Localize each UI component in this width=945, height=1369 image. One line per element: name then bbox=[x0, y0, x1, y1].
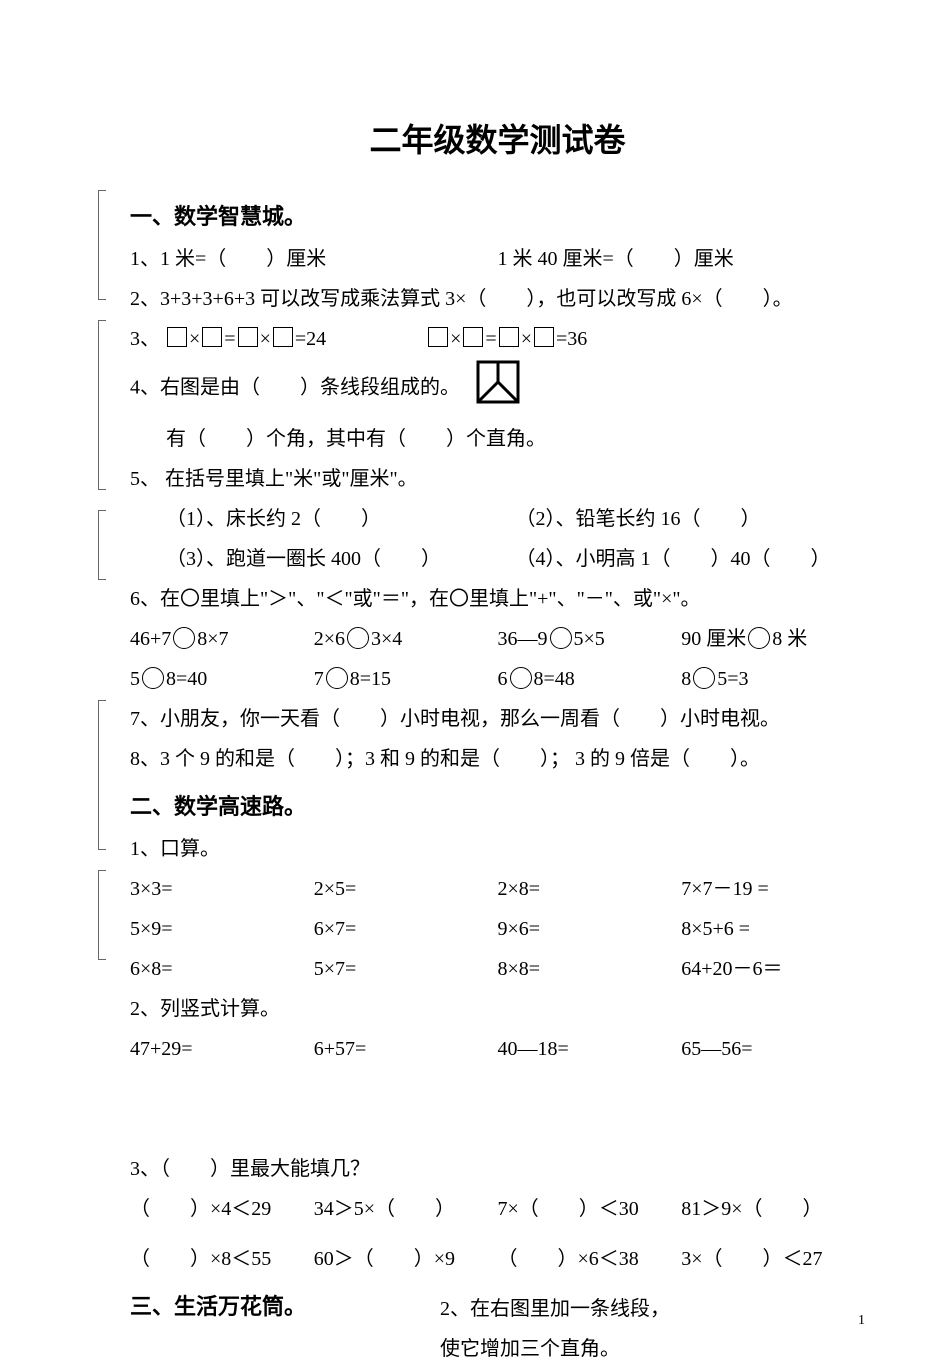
box-icon bbox=[238, 327, 258, 347]
q1-b: 1 米 40 厘米=（ ）厘米 bbox=[498, 239, 866, 279]
q3-prefix: 3、 bbox=[130, 328, 165, 350]
circle-icon bbox=[326, 667, 348, 689]
binding-bracket bbox=[98, 510, 106, 580]
mental-row3: 6×8= 5×7= 8×8= 64+20－6＝ bbox=[130, 949, 865, 989]
q7: 7、小朋友，你一天看（ ）小时电视，那么一周看（ ）小时电视。 bbox=[130, 699, 865, 739]
q3a-eq: =24 bbox=[295, 328, 326, 350]
q6-r1-4: 90 厘米8 米 bbox=[681, 619, 865, 659]
q3b-eq: =36 bbox=[556, 328, 587, 350]
mental-cell: 8×8= bbox=[498, 949, 682, 989]
q6-r2-4: 85=3 bbox=[681, 659, 865, 699]
s2-q2: 2、列竖式计算。 bbox=[130, 989, 865, 1029]
section-heading-2: 二、数学高速路。 bbox=[130, 789, 865, 821]
q6-row1: 46+78×7 2×63×4 36—95×5 90 厘米8 米 bbox=[130, 619, 865, 659]
q5-4: （4）、小明高 1（ ）40（ ） bbox=[516, 539, 866, 579]
s3-q2b: 使它增加三个直角。 bbox=[440, 1329, 670, 1369]
maxfill-cell: 7×（ ）＜30 bbox=[498, 1189, 682, 1229]
q5-row1: （1）、床长约 2（ ） （2）、铅笔长约 16（ ） bbox=[130, 499, 865, 539]
box-icon bbox=[499, 327, 519, 347]
q1-row: 1、1 米=（ ）厘米 1 米 40 厘米=（ ）厘米 bbox=[130, 239, 865, 279]
maxfill-cell: （ ）×8＜55 bbox=[130, 1239, 314, 1279]
q1-a: 1、1 米=（ ）厘米 bbox=[130, 239, 498, 279]
circle-icon bbox=[693, 667, 715, 689]
page-number: 1 bbox=[858, 1313, 865, 1329]
q5: 5、 在括号里填上"米"或"厘米"。 bbox=[130, 459, 865, 499]
q6-r1-2: 2×63×4 bbox=[314, 619, 498, 659]
mental-cell: 9×6= bbox=[498, 909, 682, 949]
cube-shape-icon bbox=[475, 359, 521, 419]
box-icon bbox=[428, 327, 448, 347]
q4a-line: 4、右图是由（ ）条线段组成的。 bbox=[130, 359, 865, 419]
mental-cell: 5×7= bbox=[314, 949, 498, 989]
q4a: 4、右图是由（ ）条线段组成的。 bbox=[130, 377, 460, 399]
circle-icon bbox=[550, 627, 572, 649]
box-icon bbox=[273, 327, 293, 347]
vertical-cell: 6+57= bbox=[314, 1029, 498, 1069]
q8: 8、3 个 9 的和是（ ）；3 和 9 的和是（ ）； 3 的 9 倍是（ ）… bbox=[130, 739, 865, 779]
box-icon bbox=[463, 327, 483, 347]
maxfill-cell: 81＞9×（ ） bbox=[681, 1189, 865, 1229]
binding-bracket bbox=[98, 700, 106, 850]
s2-q3: 3、（ ）里最大能填几？ bbox=[130, 1149, 865, 1189]
vertical-cell: 65—56= bbox=[681, 1029, 865, 1069]
binding-bracket bbox=[98, 190, 106, 300]
section-3-container: 三、生活万花筒。 2、在右图里加一条线段， 使它增加三个直角。 bbox=[130, 1289, 865, 1321]
q4b: 有（ ）个角，其中有（ ）个直角。 bbox=[130, 419, 865, 459]
circle-icon bbox=[173, 627, 195, 649]
maxfill-cell: （ ）×6＜38 bbox=[498, 1239, 682, 1279]
q6-r2-3: 68=48 bbox=[498, 659, 682, 699]
s3-q2a: 2、在右图里加一条线段， bbox=[440, 1289, 670, 1329]
q6-r1-3: 36—95×5 bbox=[498, 619, 682, 659]
q6-intro: 6、在〇里填上"＞"、"＜"或"＝"，在〇里填上"+"、"－"、或"×"。 bbox=[130, 579, 865, 619]
circle-icon bbox=[347, 627, 369, 649]
mental-cell: 5×9= bbox=[130, 909, 314, 949]
binding-margin bbox=[98, 190, 100, 980]
mental-cell: 2×8= bbox=[498, 869, 682, 909]
mental-row2: 5×9= 6×7= 9×6= 8×5+6 = bbox=[130, 909, 865, 949]
section-heading-1: 一、数学智慧城。 bbox=[130, 199, 865, 231]
mental-cell: 64+20－6＝ bbox=[681, 949, 865, 989]
page-title: 二年级数学测试卷 bbox=[130, 115, 865, 161]
vertical-row: 47+29= 6+57= 40—18= 65—56= bbox=[130, 1029, 865, 1069]
circle-icon bbox=[510, 667, 532, 689]
box-icon bbox=[202, 327, 222, 347]
q5-2: （2）、铅笔长约 16（ ） bbox=[516, 499, 866, 539]
maxfill-cell: 3×（ ）＜27 bbox=[681, 1239, 865, 1279]
s2-q1: 1、口算。 bbox=[130, 829, 865, 869]
s3-q2-block: 2、在右图里加一条线段， 使它增加三个直角。 bbox=[440, 1289, 670, 1369]
q6-r1-1: 46+78×7 bbox=[130, 619, 314, 659]
maxfill-cell: 34＞5×（ ） bbox=[314, 1189, 498, 1229]
q5-row2: （3）、跑道一圈长 400（ ） （4）、小明高 1（ ）40（ ） bbox=[130, 539, 865, 579]
mental-cell: 2×5= bbox=[314, 869, 498, 909]
binding-bracket bbox=[98, 320, 106, 490]
mental-cell: 3×3= bbox=[130, 869, 314, 909]
mental-row1: 3×3= 2×5= 2×8= 7×7－19 = bbox=[130, 869, 865, 909]
maxfill-row2: （ ）×8＜55 60＞（ ）×9 （ ）×6＜38 3×（ ）＜27 bbox=[130, 1239, 865, 1279]
mental-cell: 7×7－19 = bbox=[681, 869, 865, 909]
q5-1: （1）、床长约 2（ ） bbox=[166, 499, 516, 539]
circle-icon bbox=[748, 627, 770, 649]
mental-cell: 6×7= bbox=[314, 909, 498, 949]
maxfill-cell: 60＞（ ）×9 bbox=[314, 1239, 498, 1279]
vertical-cell: 40—18= bbox=[498, 1029, 682, 1069]
q6-r2-1: 58=40 bbox=[130, 659, 314, 699]
binding-bracket bbox=[98, 870, 106, 960]
box-icon bbox=[534, 327, 554, 347]
circle-icon bbox=[142, 667, 164, 689]
maxfill-cell: （ ）×4＜29 bbox=[130, 1189, 314, 1229]
mental-cell: 8×5+6 = bbox=[681, 909, 865, 949]
maxfill-row1: （ ）×4＜29 34＞5×（ ） 7×（ ）＜30 81＞9×（ ） bbox=[130, 1189, 865, 1229]
q2: 2、3+3+3+6+3 可以改写成乘法算式 3×（ ），也可以改写成 6×（ ）… bbox=[130, 279, 865, 319]
q3: 3、 ×=×=24 ×=×=36 bbox=[130, 319, 865, 359]
vertical-cell: 47+29= bbox=[130, 1029, 314, 1069]
mental-cell: 6×8= bbox=[130, 949, 314, 989]
q6-r2-2: 78=15 bbox=[314, 659, 498, 699]
q6-row2: 58=40 78=15 68=48 85=3 bbox=[130, 659, 865, 699]
box-icon bbox=[167, 327, 187, 347]
q5-3: （3）、跑道一圈长 400（ ） bbox=[166, 539, 516, 579]
